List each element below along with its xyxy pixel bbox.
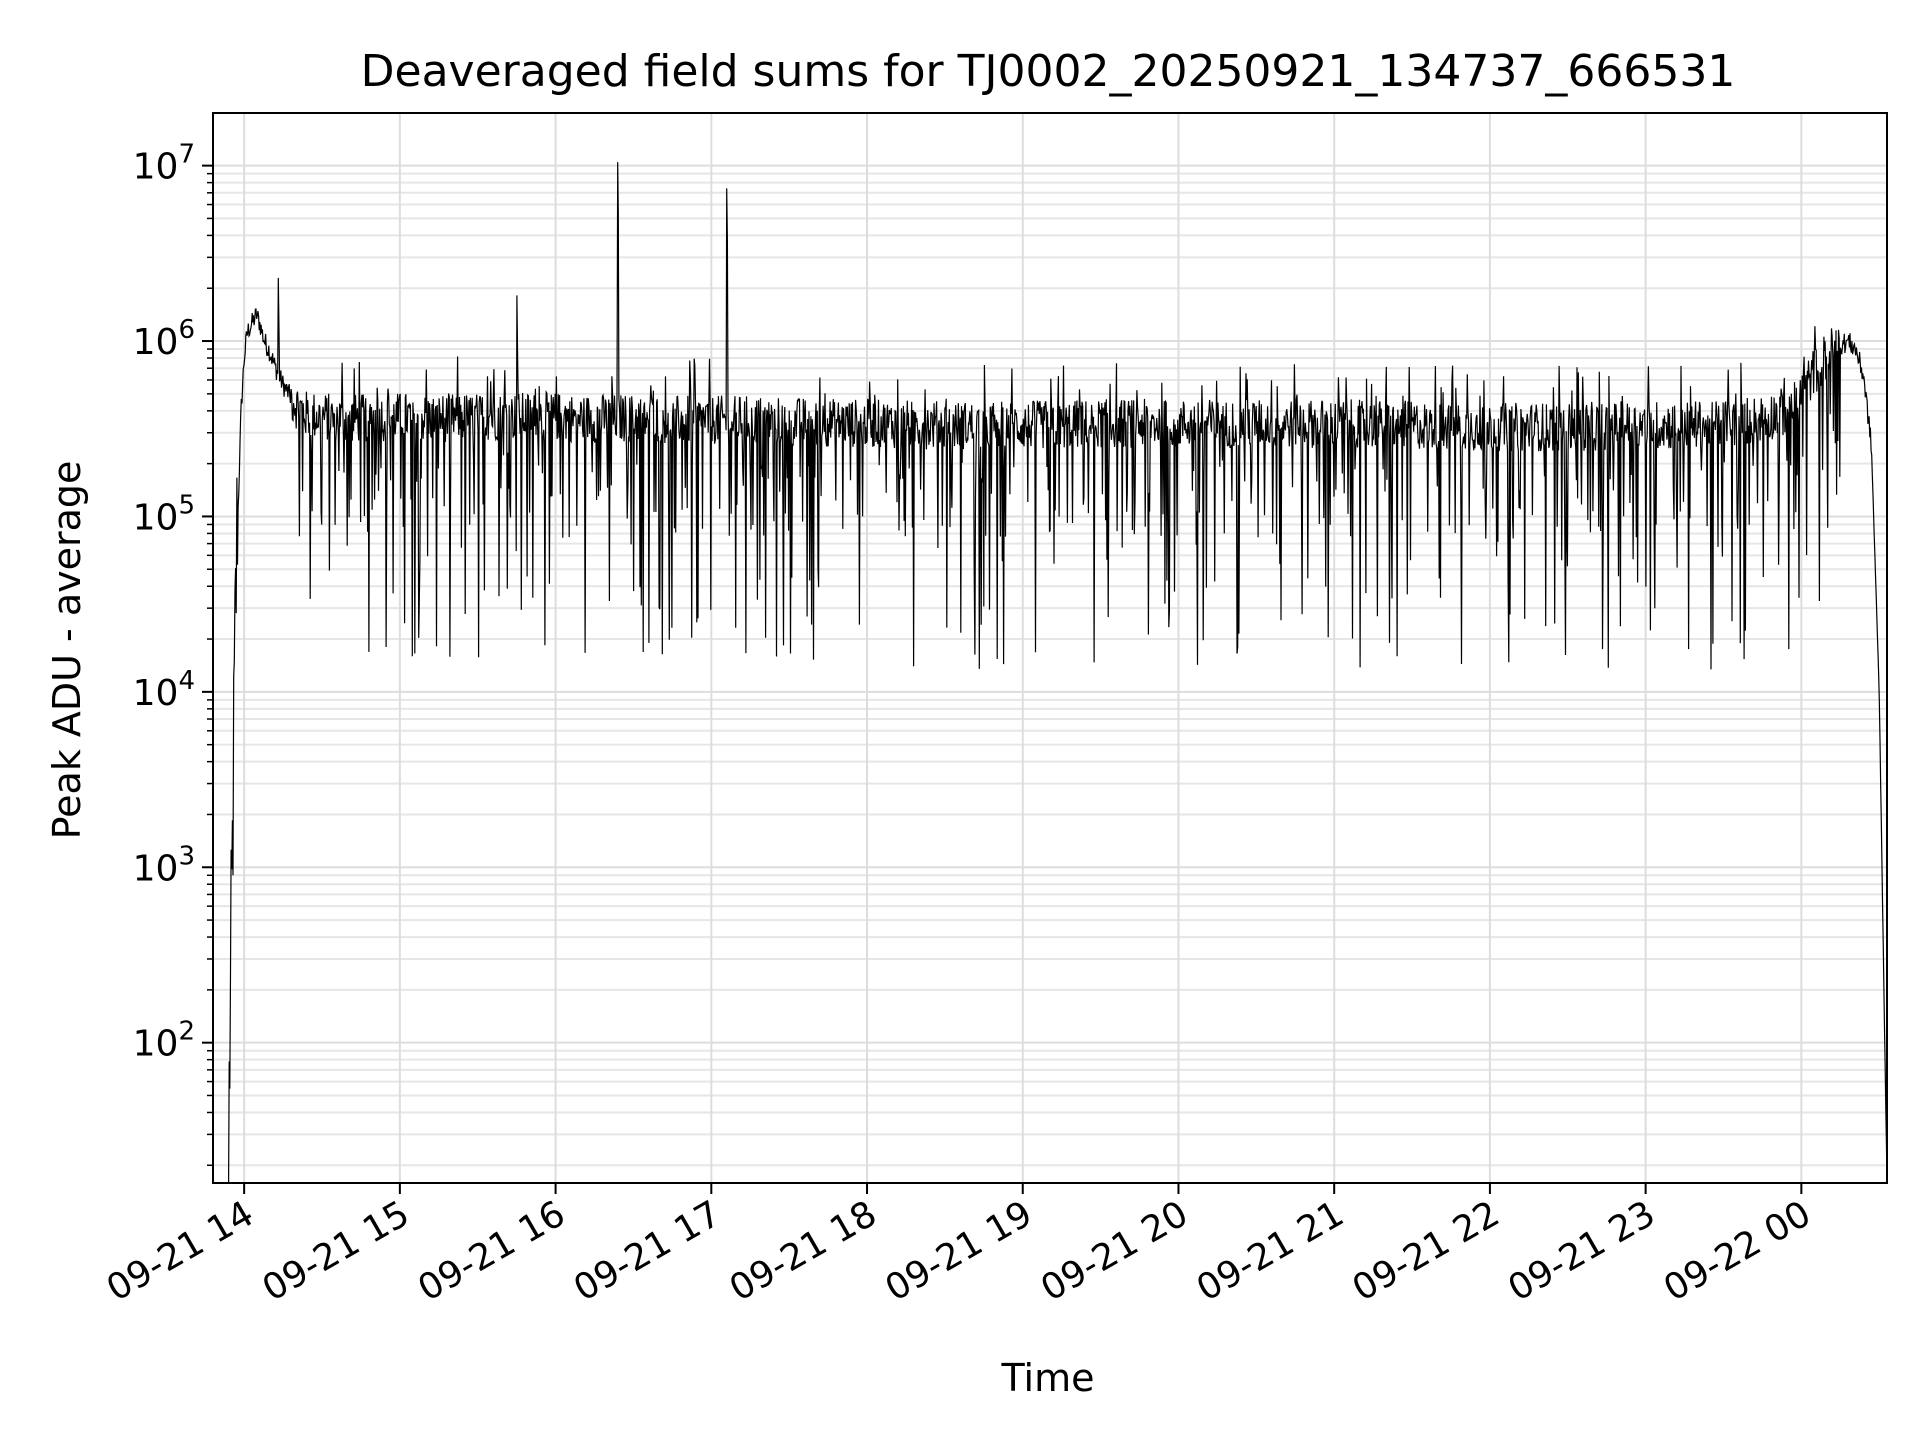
plot-frame <box>212 112 1888 1184</box>
x-tick-label: 09-21 20 <box>1034 1193 1195 1309</box>
chart-title: Deaveraged field sums for TJ0002_2025092… <box>361 46 1736 97</box>
x-tick-label: 09-21 22 <box>1346 1193 1507 1309</box>
grid-lines <box>213 113 1887 1183</box>
x-axis-label: Time <box>1001 1356 1095 1400</box>
y-tick-label: 106 <box>133 315 195 363</box>
y-tick-label: 103 <box>133 841 195 889</box>
x-tick-label: 09-21 14 <box>100 1193 261 1309</box>
y-axis: 102 103 104 105 106 107 <box>133 140 213 1167</box>
y-tick-label: 105 <box>133 490 195 538</box>
x-tick-label: 09-21 16 <box>411 1193 572 1309</box>
x-tick-label: 09-21 23 <box>1501 1193 1662 1309</box>
y-tick-label: 107 <box>133 140 195 188</box>
x-tick-label: 09-21 17 <box>567 1193 728 1309</box>
y-tick-label: 102 <box>133 1017 195 1065</box>
series-layer <box>228 162 1888 1184</box>
series-line <box>228 162 1888 1184</box>
x-tick-label: 09-22 00 <box>1657 1193 1818 1309</box>
x-tick-label: 09-21 18 <box>723 1193 884 1309</box>
y-axis-label: Peak ADU - average <box>45 461 89 840</box>
x-tick-label: 09-21 21 <box>1190 1193 1351 1309</box>
x-tick-label: 09-21 19 <box>879 1193 1040 1309</box>
y-tick-label: 104 <box>133 666 195 714</box>
x-tick-label: 09-21 15 <box>256 1193 417 1309</box>
